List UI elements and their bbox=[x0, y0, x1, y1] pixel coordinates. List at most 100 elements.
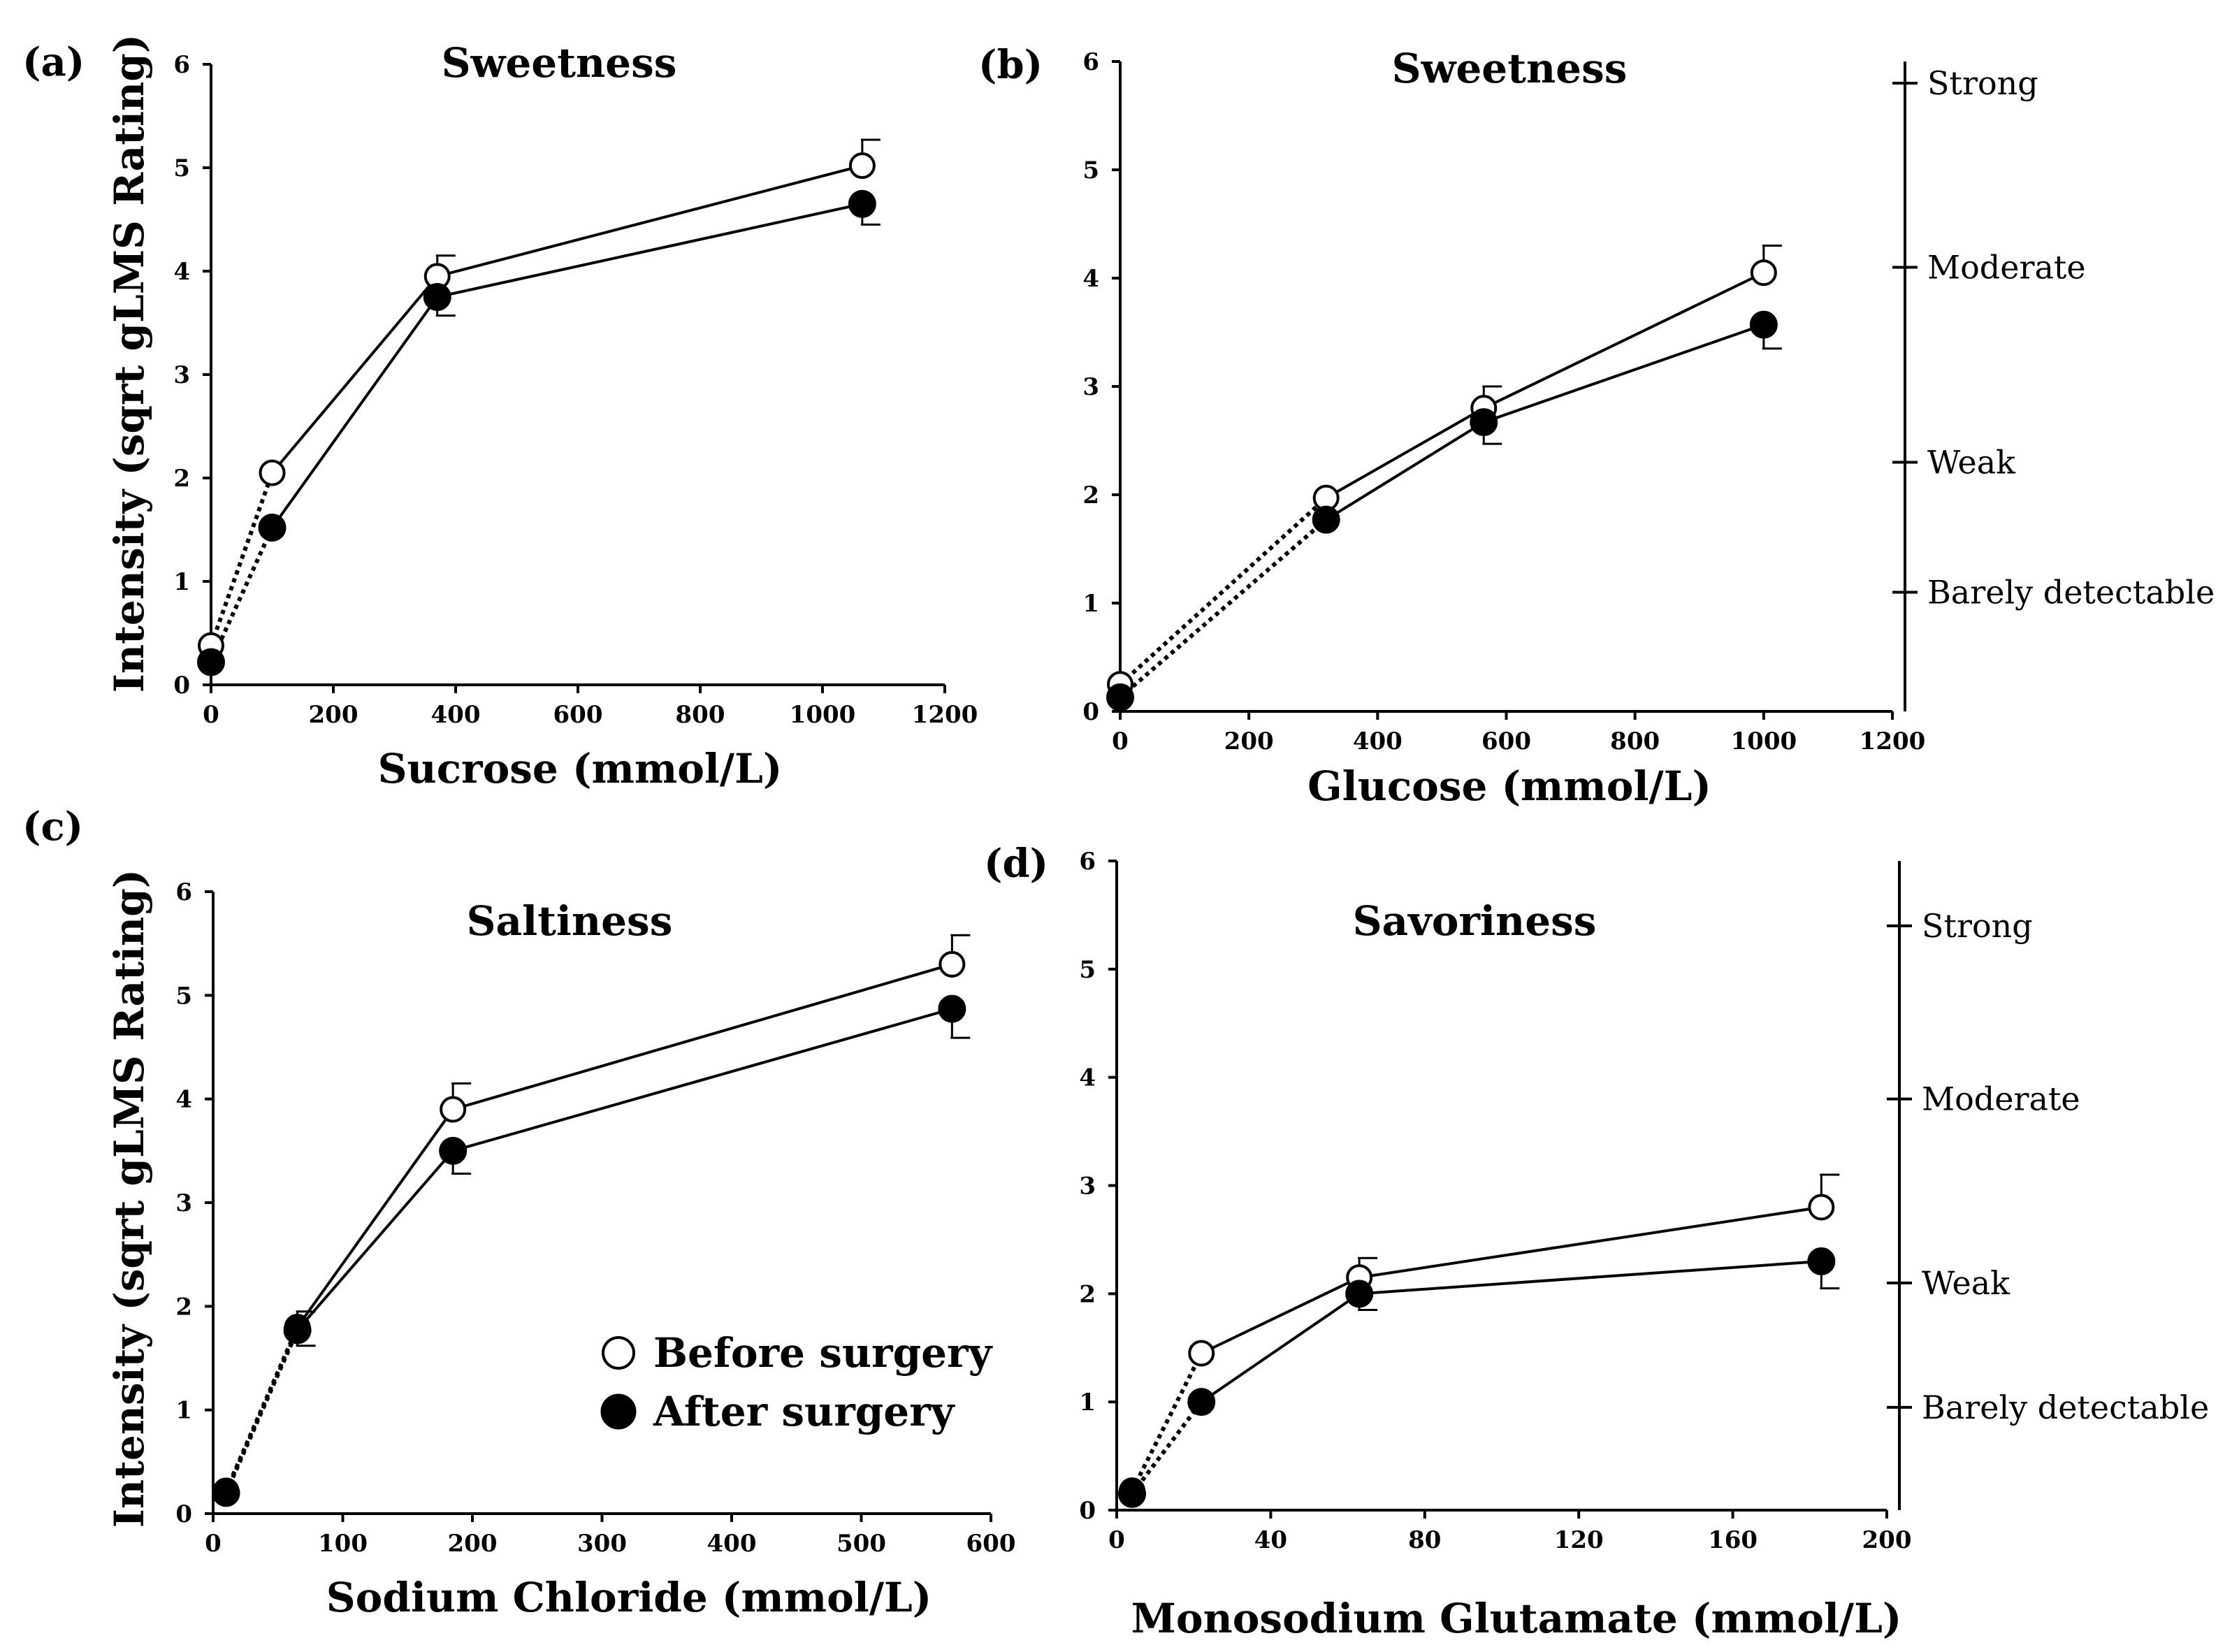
y-tick-label: 1 bbox=[1082, 590, 1099, 618]
y-tick-label: 3 bbox=[173, 361, 190, 389]
x-tick-label: 300 bbox=[577, 1530, 627, 1558]
scale-label: Weak bbox=[1922, 1264, 2010, 1302]
x-tick-label: 500 bbox=[836, 1530, 886, 1558]
series-line-after bbox=[437, 202, 863, 298]
series-line-before bbox=[1118, 496, 1328, 686]
data-point-after bbox=[439, 1136, 468, 1165]
y-axis-label: Intensity (sqrt gLMS Rating) bbox=[106, 869, 153, 1528]
series-line-after bbox=[270, 296, 439, 529]
legend: Before surgery After surgery bbox=[600, 1329, 994, 1435]
y-axis-label: Intensity (sqrt gLMS Rating) bbox=[106, 34, 153, 693]
x-tick-label: 200 bbox=[1224, 727, 1274, 755]
data-point-before bbox=[939, 950, 966, 978]
y-tick-label: 5 bbox=[1082, 157, 1099, 184]
series-line-before bbox=[1130, 1352, 1203, 1492]
x-tick-label: 400 bbox=[707, 1530, 757, 1558]
data-point-before bbox=[848, 152, 876, 180]
y-tick-label: 0 bbox=[1082, 698, 1099, 726]
scale-label: Moderate bbox=[1922, 1080, 2080, 1118]
x-tick-label: 160 bbox=[1708, 1526, 1758, 1554]
series-line-before bbox=[1325, 407, 1485, 500]
x-tick-label: 600 bbox=[966, 1530, 1016, 1558]
series-line-after bbox=[452, 1007, 952, 1152]
x-tick-label: 1200 bbox=[912, 701, 978, 729]
series-line-after bbox=[1119, 518, 1328, 700]
x-tick-label: 40 bbox=[1254, 1526, 1287, 1554]
data-point-after bbox=[1345, 1280, 1374, 1308]
data-point-after bbox=[1470, 408, 1498, 437]
x-tick-label: 200 bbox=[309, 701, 358, 729]
x-tick-label: 1000 bbox=[1731, 727, 1797, 755]
x-tick-label: 0 bbox=[1112, 727, 1129, 755]
series-line-before bbox=[437, 164, 863, 278]
scale-label: Strong bbox=[1922, 907, 2033, 945]
x-tick-label: 200 bbox=[1862, 1526, 1912, 1554]
scale-label: Strong bbox=[1927, 64, 2038, 102]
y-tick-label: 2 bbox=[175, 1293, 192, 1321]
series-line-before bbox=[1201, 1276, 1360, 1355]
panel-label: (c) bbox=[22, 804, 83, 850]
y-tick-label: 6 bbox=[173, 51, 190, 79]
y-tick-label: 4 bbox=[1079, 1064, 1096, 1092]
x-tick-label: 800 bbox=[676, 701, 725, 729]
y-tick-label: 5 bbox=[1079, 956, 1096, 984]
x-tick-label: 80 bbox=[1408, 1526, 1441, 1554]
data-point-after bbox=[212, 1479, 240, 1507]
panel-label: (d) bbox=[984, 841, 1048, 887]
y-tick-label: 2 bbox=[1079, 1280, 1096, 1308]
data-point-after bbox=[197, 648, 225, 676]
panel-label: (b) bbox=[978, 42, 1043, 88]
data-point-after bbox=[283, 1316, 312, 1345]
x-tick-label: 0 bbox=[203, 701, 219, 729]
x-tick-label: 120 bbox=[1554, 1526, 1604, 1554]
legend-after-marker bbox=[600, 1393, 637, 1430]
legend-before-marker bbox=[602, 1336, 635, 1370]
series-line-before bbox=[1483, 271, 1765, 410]
x-tick-label: 1200 bbox=[1860, 727, 1926, 755]
x-tick-label: 1000 bbox=[790, 701, 856, 729]
data-point-after bbox=[1106, 683, 1134, 711]
y-tick-label: 3 bbox=[175, 1189, 192, 1217]
data-point-after bbox=[423, 283, 451, 311]
x-tick-label: 200 bbox=[448, 1530, 498, 1558]
data-point-before bbox=[259, 459, 286, 486]
x-tick-label: 100 bbox=[318, 1530, 368, 1558]
data-point-before bbox=[1808, 1194, 1835, 1221]
series-line-before bbox=[270, 275, 439, 474]
x-tick-label: 400 bbox=[1353, 727, 1403, 755]
chart-panel-2: (b) Sweetness Glucose (mmol/L) 0 1 2 3 4 5 6 0 200 4… bbox=[978, 42, 2215, 810]
y-tick-label: 0 bbox=[175, 1500, 192, 1528]
y-tick-label: 0 bbox=[1079, 1497, 1096, 1525]
data-point-before bbox=[1750, 259, 1777, 287]
chart-panel-3: (c) Saltiness Sodium Chloride (mmol/L) Inte… bbox=[22, 804, 1015, 1621]
x-tick-label: 0 bbox=[1108, 1526, 1125, 1554]
y-tick-label: 3 bbox=[1082, 373, 1099, 401]
series-line-before bbox=[209, 472, 275, 646]
legend-before-label: Before surgery bbox=[653, 1329, 994, 1377]
data-point-after bbox=[848, 189, 876, 218]
x-tick-label: 600 bbox=[1481, 727, 1531, 755]
x-tick-label: 400 bbox=[431, 701, 481, 729]
series-line-before bbox=[296, 1108, 454, 1328]
x-axis-label: Sucrose (mmol/L) bbox=[378, 745, 783, 792]
data-point-before bbox=[440, 1096, 467, 1123]
series-line-after bbox=[1201, 1292, 1361, 1403]
y-tick-label: 6 bbox=[1082, 48, 1099, 76]
y-tick-label: 2 bbox=[173, 465, 190, 493]
data-point-after bbox=[1312, 505, 1340, 534]
chart-title: Sweetness bbox=[1392, 45, 1628, 92]
chart-title: Saltiness bbox=[467, 897, 673, 945]
y-tick-label: 1 bbox=[173, 568, 190, 596]
y-tick-label: 4 bbox=[173, 258, 190, 286]
y-tick-label: 5 bbox=[173, 154, 190, 182]
x-tick-label: 0 bbox=[205, 1530, 222, 1558]
data-point-after bbox=[258, 514, 287, 542]
scale-label: Barely detectable bbox=[1927, 574, 2215, 611]
y-tick-label: 1 bbox=[1079, 1389, 1096, 1416]
y-tick-label: 5 bbox=[175, 982, 192, 1010]
data-point-after bbox=[1187, 1388, 1216, 1416]
data-point-after bbox=[1118, 1479, 1147, 1508]
series-line-after bbox=[1325, 421, 1485, 521]
x-axis-label: Glucose (mmol/L) bbox=[1307, 762, 1711, 810]
